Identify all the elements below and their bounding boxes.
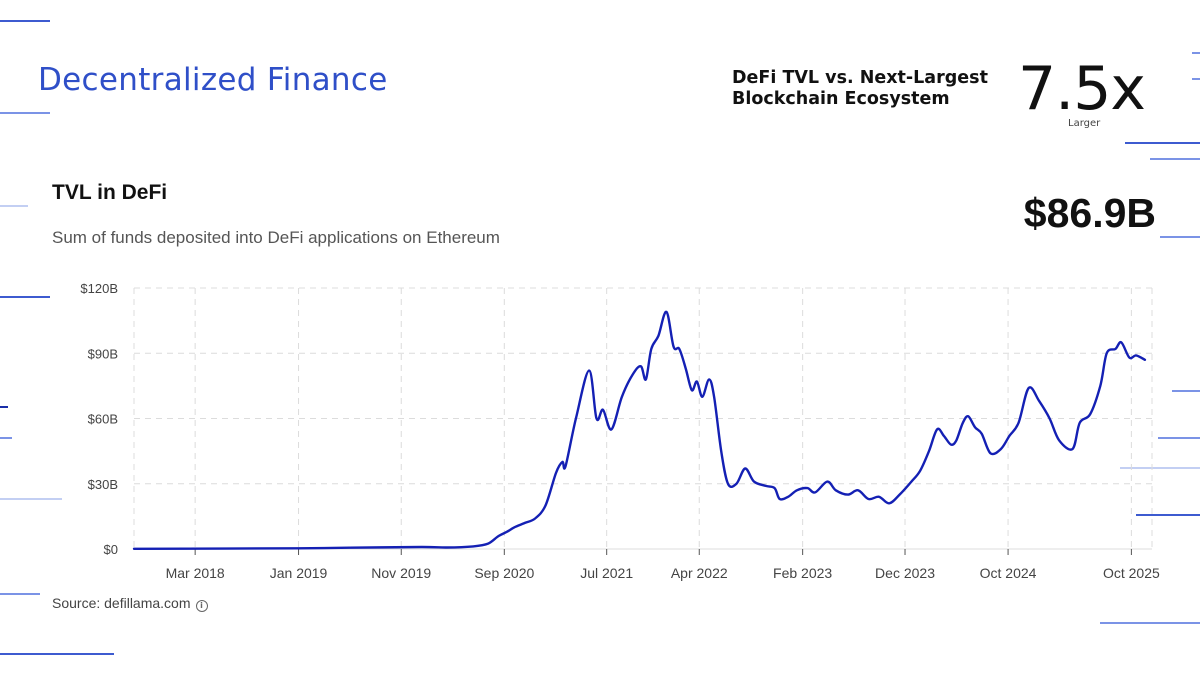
decorative-line — [0, 112, 50, 114]
source-text: Source: defillama.com — [52, 595, 191, 611]
decorative-line — [1192, 78, 1200, 80]
y-tick-label: $60B — [88, 412, 118, 427]
decorative-line — [1192, 52, 1200, 54]
x-tick-label: Oct 2025 — [1103, 565, 1160, 581]
decorative-line — [0, 653, 114, 655]
decorative-line — [1172, 390, 1200, 392]
kpi-value: 7.5x — [1018, 54, 1146, 124]
decorative-line — [1160, 236, 1200, 238]
decorative-line — [1136, 514, 1200, 516]
decorative-line — [1120, 467, 1200, 469]
kpi-sublabel: Larger — [1068, 118, 1101, 129]
section-title: Decentralized Finance — [38, 62, 388, 98]
x-tick-label: Feb 2023 — [773, 565, 832, 581]
x-tick-label: Sep 2020 — [474, 565, 534, 581]
x-tick-label: Nov 2019 — [371, 565, 431, 581]
x-tick-label: Jul 2021 — [580, 565, 633, 581]
decorative-line — [0, 406, 8, 408]
y-tick-label: $120B — [80, 281, 118, 296]
decorative-line — [0, 593, 40, 595]
decorative-line — [1100, 622, 1200, 624]
decorative-line — [0, 498, 62, 500]
current-tvl-value: $86.9B — [1023, 190, 1156, 236]
decorative-line — [0, 20, 50, 22]
decorative-line — [0, 205, 28, 207]
y-tick-label: $0 — [104, 542, 118, 557]
decorative-line — [1150, 158, 1200, 160]
y-tick-label: $90B — [88, 346, 118, 361]
decorative-line — [1125, 142, 1200, 144]
source-note: Source: defillama.com i — [52, 595, 208, 612]
kpi-label: DeFi TVL vs. Next-Largest Blockchain Eco… — [732, 68, 988, 109]
x-tick-label: Oct 2024 — [980, 565, 1037, 581]
x-tick-label: Jan 2019 — [270, 565, 328, 581]
decorative-line — [0, 296, 50, 298]
decorative-line — [0, 437, 12, 439]
x-tick-label: Dec 2023 — [875, 565, 935, 581]
x-tick-label: Mar 2018 — [166, 565, 225, 581]
chart-title: TVL in DeFi — [52, 181, 168, 204]
x-tick-label: Apr 2022 — [671, 565, 728, 581]
chart-subtitle: Sum of funds deposited into DeFi applica… — [52, 228, 500, 247]
info-icon[interactable]: i — [195, 600, 208, 612]
decorative-line — [1158, 437, 1200, 439]
series-line — [132, 310, 1147, 550]
y-tick-label: $30B — [88, 477, 118, 492]
